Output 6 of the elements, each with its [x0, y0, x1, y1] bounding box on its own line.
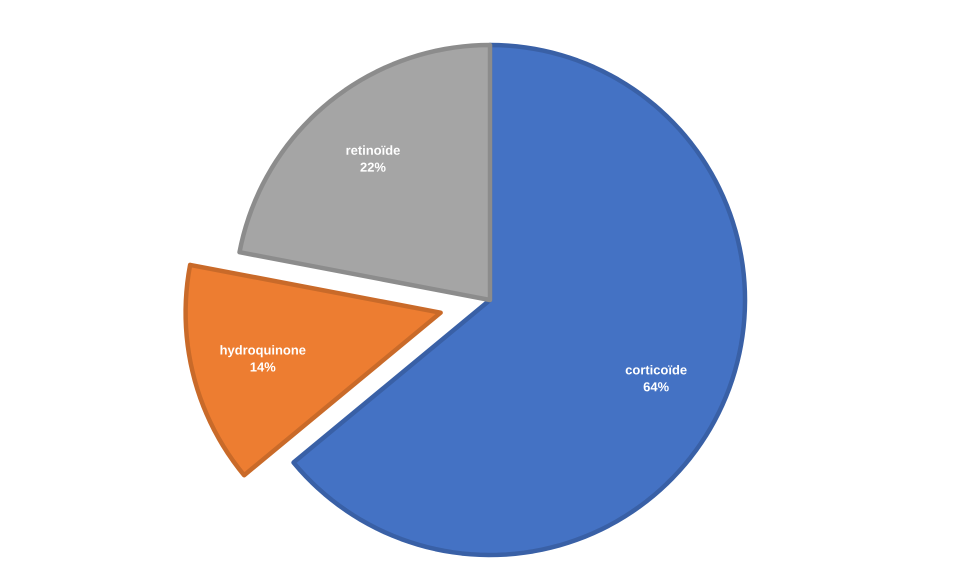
slice-label: corticoïde [626, 364, 687, 374]
slice-label: retinoïde [346, 145, 400, 155]
data-label: 64% [644, 382, 669, 392]
data-label: 14% [250, 362, 276, 372]
slice-label: hydroquinone [220, 345, 306, 358]
data-label: 22% [360, 162, 386, 172]
